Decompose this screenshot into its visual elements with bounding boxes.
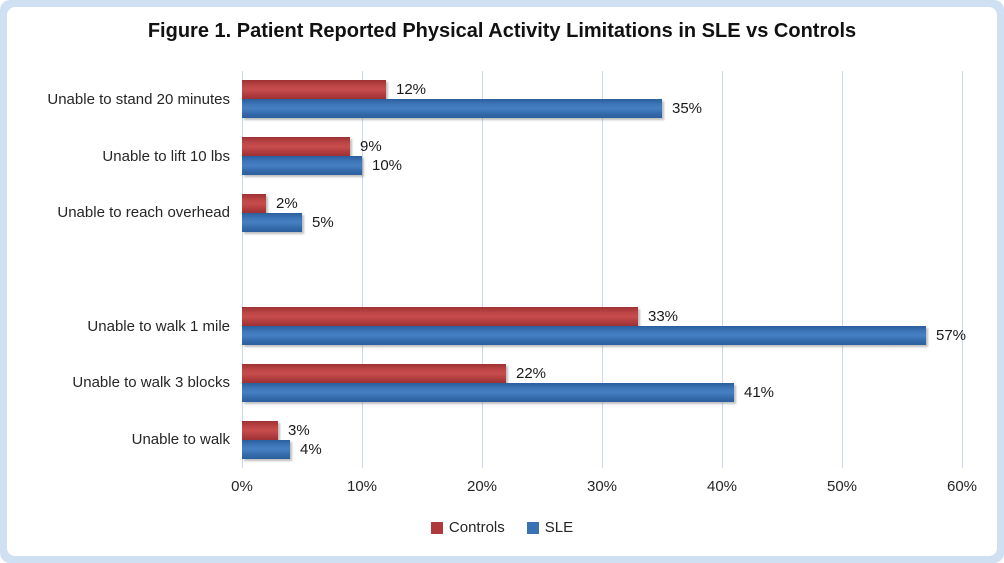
gridline: [362, 71, 363, 468]
data-label: 4%: [300, 440, 322, 458]
legend-item-controls: Controls: [430, 519, 505, 536]
category-label: Unable to walk 1 mile: [87, 317, 230, 335]
gridline: [842, 71, 843, 468]
category-label: Unable to lift 10 lbs: [102, 147, 230, 165]
bar-sle-0: [242, 99, 662, 119]
x-tick-label: 60%: [946, 478, 978, 495]
bar-controls-1: [242, 137, 350, 157]
chart-title: Figure 1. Patient Reported Physical Acti…: [147, 20, 857, 42]
legend-label: Controls: [448, 519, 505, 536]
category-label: Unable to reach overhead: [57, 204, 230, 222]
legend-marker-icon: [430, 521, 443, 534]
data-label: 3%: [288, 421, 310, 439]
bar-sle-6: [242, 439, 290, 459]
data-label: 12%: [396, 81, 427, 99]
data-label: 9%: [360, 138, 382, 156]
data-label: 35%: [672, 100, 703, 118]
gridline: [602, 71, 603, 468]
bar-controls-0: [242, 80, 386, 100]
x-tick-label: 10%: [346, 478, 378, 495]
data-label: 2%: [276, 194, 298, 212]
legend: Controls SLE: [0, 519, 1004, 536]
data-label: 22%: [516, 364, 547, 382]
x-tick-label: 0%: [231, 478, 253, 495]
category-label: Unable to walk 3 blocks: [72, 374, 230, 392]
data-label: 10%: [372, 157, 403, 175]
data-label: 57%: [936, 327, 967, 345]
gridline: [482, 71, 483, 468]
category-label: Unable to stand 20 minutes: [47, 90, 230, 108]
x-tick-label: 50%: [826, 478, 858, 495]
bar-sle-2: [242, 212, 302, 232]
x-tick-label: 20%: [466, 478, 498, 495]
gridline: [962, 71, 963, 468]
bar-sle-4: [242, 326, 926, 346]
bar-controls-5: [242, 363, 506, 383]
x-tick-label: 40%: [706, 478, 738, 495]
legend-label: SLE: [544, 519, 574, 536]
plot-area: 12% 35% 9% 10% 2% 5% 33% 57% 22% 41% 3% 4%: [242, 71, 966, 468]
gridline: [722, 71, 723, 468]
category-label: Unable to walk: [131, 431, 230, 449]
data-label: 41%: [744, 383, 775, 401]
data-label: 33%: [648, 308, 679, 326]
legend-marker-icon: [526, 521, 539, 534]
bar-sle-1: [242, 156, 362, 176]
bar-sle-5: [242, 382, 734, 402]
bar-controls-6: [242, 420, 278, 440]
bar-controls-4: [242, 307, 638, 327]
gridline: [242, 71, 243, 468]
bar-controls-2: [242, 193, 266, 213]
x-tick-label: 30%: [586, 478, 618, 495]
chart-background: [7, 7, 997, 556]
legend-item-sle: SLE: [526, 519, 574, 536]
data-label: 5%: [312, 213, 334, 231]
